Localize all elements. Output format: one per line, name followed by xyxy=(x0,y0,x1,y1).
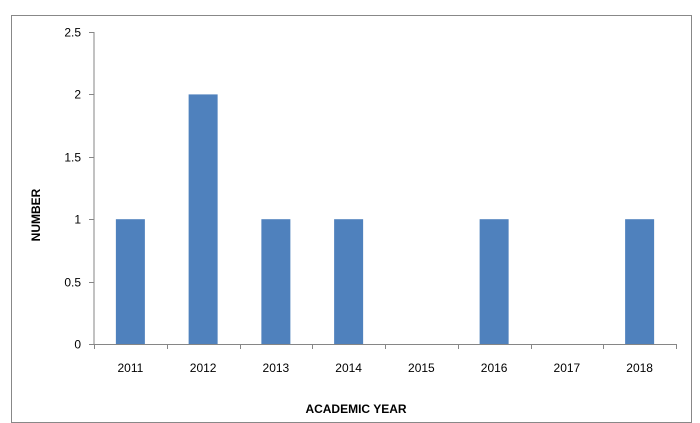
y-tick-label: 0.5 xyxy=(64,276,81,290)
bar-2011 xyxy=(115,219,145,344)
y-tick-label: 0 xyxy=(74,338,81,352)
x-tick-label: 2011 xyxy=(117,361,143,375)
x-tick-label: 2013 xyxy=(263,361,290,375)
x-tick-label: 2016 xyxy=(481,361,508,375)
x-axis: 2011 2012 2013 2014 2015 2016 2017 2018 xyxy=(94,344,677,375)
x-tick-label: 2017 xyxy=(554,361,581,375)
bar-2018 xyxy=(625,219,655,344)
bar-2012 xyxy=(188,94,218,345)
y-axis-title: NUMBER xyxy=(29,188,43,241)
x-tick-label: 2012 xyxy=(190,361,217,375)
bar-2013 xyxy=(261,219,291,344)
y-tick-label: 2.5 xyxy=(64,26,81,40)
chart-area xyxy=(11,15,692,423)
x-tick-label: 2018 xyxy=(626,361,653,375)
x-tick-label: 2015 xyxy=(408,361,435,375)
x-tick-label: 2014 xyxy=(335,361,362,375)
x-axis-title: ACADEMIC YEAR xyxy=(305,402,406,416)
y-tick-label: 1 xyxy=(74,213,81,227)
y-tick-label: 1.5 xyxy=(64,151,81,165)
y-tick-label: 2 xyxy=(74,88,81,102)
bar-2016 xyxy=(479,219,509,344)
bars xyxy=(115,94,655,345)
bar-2014 xyxy=(334,219,364,344)
y-axis: 0 0.5 1 1.5 2 2.5 xyxy=(64,26,95,352)
